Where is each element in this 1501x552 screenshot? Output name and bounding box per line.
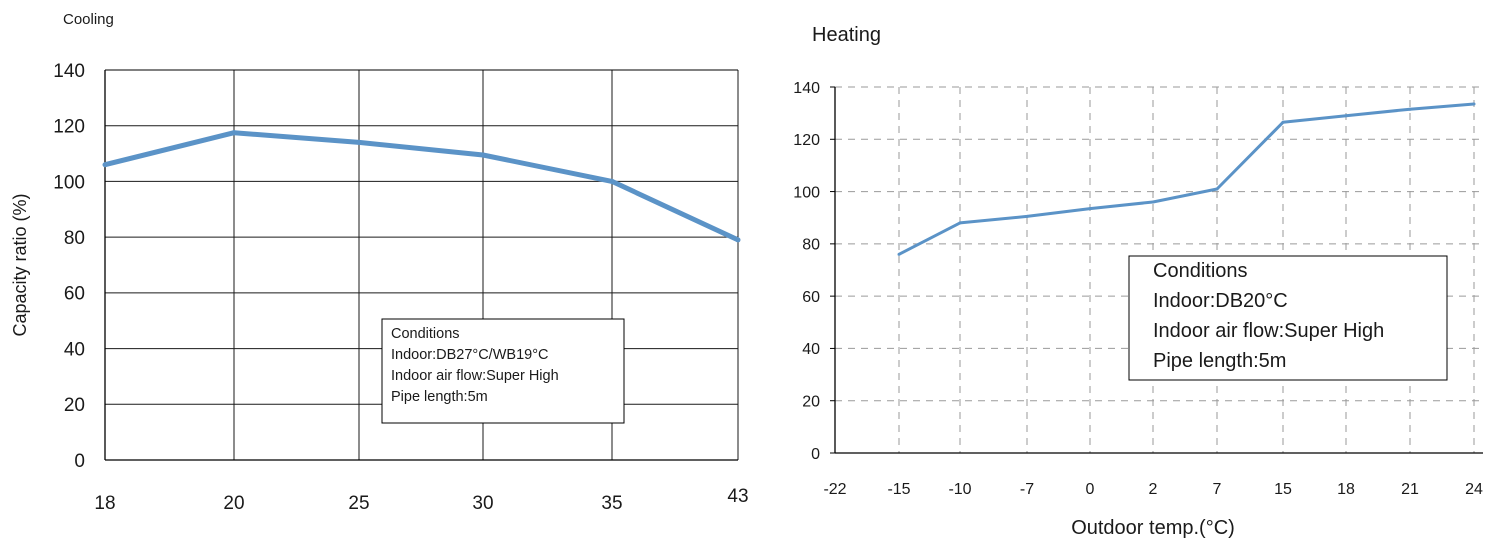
heating-y-tick-label: 60 <box>802 289 820 306</box>
cooling-x-tick-label: 18 <box>94 493 115 514</box>
cooling-y-axis-label: Capacity ratio (%) <box>10 193 30 336</box>
heating-x-tick-label: -10 <box>948 481 971 498</box>
heating-data-point <box>1408 107 1412 111</box>
cooling-y-tick-label: 100 <box>53 172 85 193</box>
cooling-data-point <box>102 162 108 168</box>
cooling-data-point <box>356 139 362 145</box>
cooling-x-tick-label: 43 <box>727 486 748 507</box>
heating-y-tick-label: 140 <box>793 80 820 97</box>
cooling-conditions-frame <box>381 318 625 424</box>
heating-x-tick-label: 2 <box>1149 481 1158 498</box>
heating-data-point <box>1025 214 1029 218</box>
heating-y-tick-label: 0 <box>811 446 820 463</box>
cooling-x-tick-label: 20 <box>223 493 244 514</box>
heating-x-tick-label: -7 <box>1020 481 1034 498</box>
cooling-x-tick-label: 35 <box>601 493 622 514</box>
heating-y-tick-label: 80 <box>802 237 820 254</box>
cooling-y-tick-label: 0 <box>74 451 85 472</box>
cooling-data-point <box>231 130 237 136</box>
heating-data-point <box>1215 187 1219 191</box>
heating-data-point <box>1088 207 1092 211</box>
cooling-chart-title: Cooling <box>63 11 114 28</box>
heating-x-tick-label: -15 <box>887 481 910 498</box>
cooling-y-tick-label: 60 <box>64 284 85 305</box>
heating-conditions-frame <box>1128 255 1448 381</box>
heating-y-tick-label: 20 <box>802 393 820 410</box>
heating-x-tick-label: -22 <box>823 481 846 498</box>
cooling-series-line <box>104 130 740 243</box>
cooling-y-tick-label: 80 <box>64 228 85 249</box>
heating-y-tick-label: 120 <box>793 132 820 149</box>
heating-y-tick-label: 100 <box>793 184 820 201</box>
heating-x-axis-label: Outdoor temp.(°C) <box>1071 517 1235 539</box>
heating-x-tick-label: 7 <box>1213 481 1222 498</box>
cooling-y-tick-label: 120 <box>53 117 85 138</box>
cooling-y-tick-label: 20 <box>64 395 85 416</box>
cooling-chart: 0 20 40 60 80 100 120 140 18 20 25 30 35 43 Cooling Cap… <box>10 11 749 514</box>
heating-data-point <box>1344 114 1348 118</box>
heating-data-point <box>897 252 901 256</box>
heating-series-line <box>898 102 1475 256</box>
cooling-conditions-line: Indoor air flow:Super High <box>391 368 559 384</box>
heating-y-tick-label: 40 <box>802 341 820 358</box>
heating-chart-title: Heating <box>812 24 881 46</box>
heating-x-tick-label: 21 <box>1401 481 1419 498</box>
cooling-conditions-line: Pipe length:5m <box>391 389 488 405</box>
heating-conditions-box: Conditions Indoor:DB20°C Indoor air flow:S… <box>1128 255 1448 381</box>
heating-conditions-line: Indoor:DB20°C <box>1153 290 1288 312</box>
heating-data-point <box>958 221 962 225</box>
heating-data-point <box>1151 200 1155 204</box>
heating-data-point <box>1472 102 1476 106</box>
heating-x-tick-label: 18 <box>1337 481 1355 498</box>
heating-x-tick-label: 15 <box>1274 481 1292 498</box>
heating-conditions-line: Indoor air flow:Super High <box>1153 320 1384 342</box>
cooling-conditions-box: Conditions Indoor:DB27°C/WB19°C Indoor air… <box>381 318 625 424</box>
cooling-conditions-line: Indoor:DB27°C/WB19°C <box>391 347 548 363</box>
heating-data-point <box>1281 120 1285 124</box>
heating-x-tick-label: 24 <box>1465 481 1483 498</box>
cooling-conditions-line: Conditions <box>391 326 460 342</box>
cooling-y-tick-label: 40 <box>64 339 85 360</box>
cooling-x-tick-label: 30 <box>472 493 493 514</box>
cooling-data-point <box>735 237 741 243</box>
cooling-data-point <box>609 178 615 184</box>
heating-x-tick-label: 0 <box>1086 481 1095 498</box>
cooling-x-tick-label: 25 <box>348 493 369 514</box>
cooling-data-point <box>480 152 486 158</box>
heating-conditions-line: Conditions <box>1153 260 1248 282</box>
cooling-y-tick-label: 140 <box>53 61 85 82</box>
heating-chart: 0 20 40 60 80 100 120 140 -22 -15 -10 -7 0 2 7 15 18 21 24… <box>793 24 1483 539</box>
heating-conditions-line: Pipe length:5m <box>1153 350 1286 372</box>
